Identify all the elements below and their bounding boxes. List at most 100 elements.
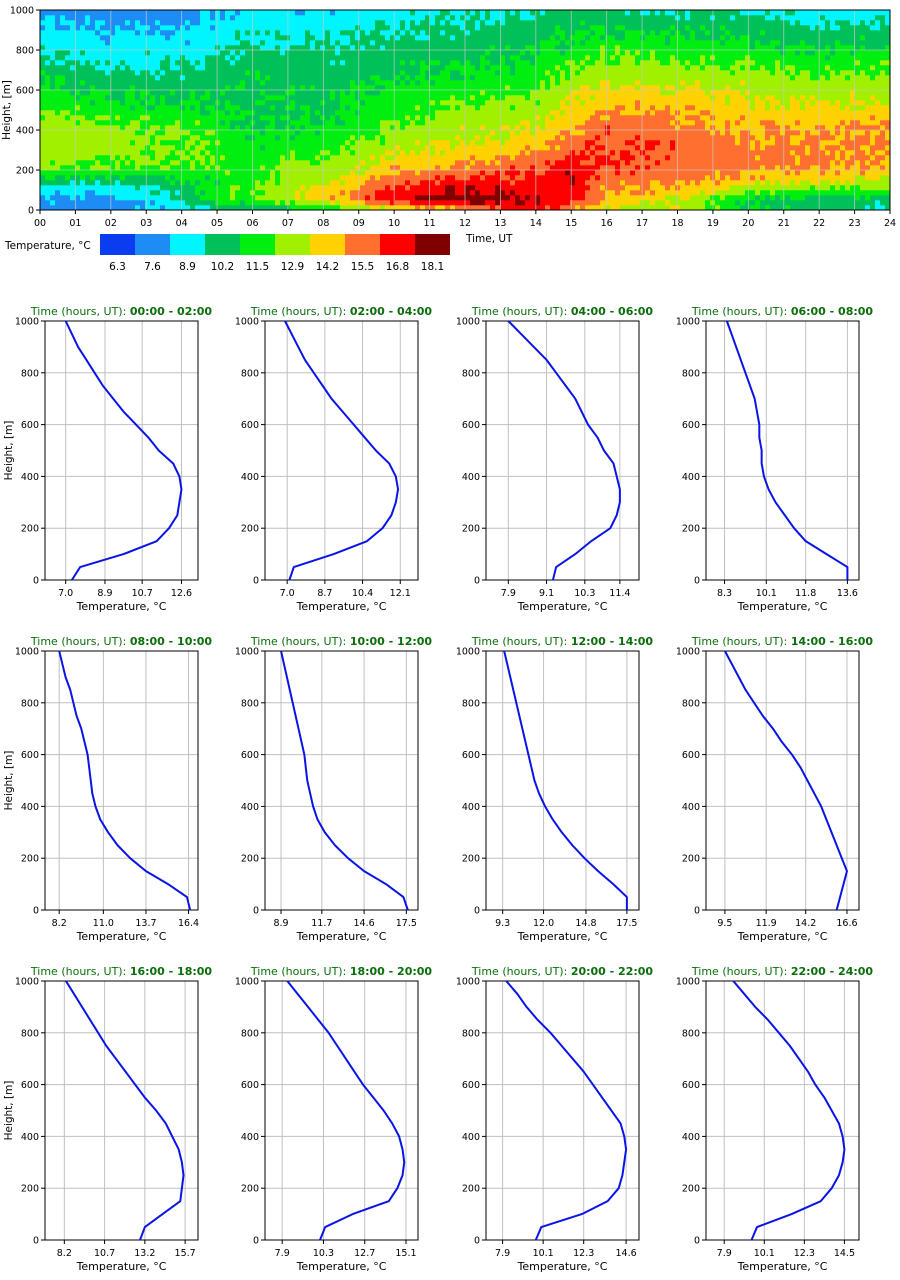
heatmap-cell	[185, 55, 206, 61]
heatmap-cell	[550, 70, 561, 76]
heatmap-cell	[425, 75, 431, 81]
heatmap-cell	[800, 40, 806, 46]
heatmap-cell	[680, 60, 686, 66]
heatmap-cell	[605, 195, 666, 201]
heatmap-cell	[795, 155, 801, 161]
heatmap-cell	[80, 60, 86, 66]
heatmap-cell	[640, 145, 646, 151]
heatmap-cell	[440, 175, 446, 181]
heatmap-cell	[180, 125, 231, 131]
profile-x-tick-label: 8.2	[57, 1248, 72, 1259]
heatmap-cell	[395, 150, 401, 156]
heatmap-cell	[310, 85, 316, 91]
heatmap-cell	[785, 165, 791, 171]
heatmap-cell	[205, 55, 226, 61]
profile-x-tick-label: 8.7	[317, 588, 332, 599]
heatmap-cell	[860, 195, 866, 201]
heatmap-cell	[130, 20, 136, 26]
heatmap-cell	[370, 155, 376, 161]
heatmap-cell	[560, 100, 566, 106]
heatmap-cell	[835, 155, 841, 161]
heatmap-cell	[800, 130, 806, 136]
heatmap-cell	[485, 140, 501, 146]
heatmap-cell	[135, 160, 161, 166]
heatmap-cell	[750, 105, 756, 111]
heatmap-cell	[400, 35, 416, 41]
heatmap-cell	[125, 95, 136, 101]
heatmap-cell	[505, 20, 581, 26]
heatmap-cell	[125, 90, 136, 96]
heatmap-cell	[380, 160, 456, 166]
heatmap-cell	[160, 70, 166, 76]
heatmap-cell	[360, 160, 366, 166]
heatmap-cell	[655, 145, 671, 151]
heatmap-cell	[455, 185, 466, 191]
profile-x-tick-label: 17.5	[396, 918, 417, 929]
heatmap-cell	[665, 85, 676, 91]
profile-x-axis-label: Temperature, °C	[296, 1260, 387, 1273]
heatmap-cell	[50, 75, 56, 81]
heatmap-cell	[380, 45, 386, 51]
heatmap-cell	[405, 75, 411, 81]
heatmap-cell	[675, 55, 701, 61]
heatmap-cell	[715, 55, 746, 61]
heatmap-cell	[800, 120, 841, 126]
heatmap-cell	[555, 135, 561, 141]
heatmap-cell	[430, 115, 436, 121]
heatmap-cell	[785, 205, 791, 211]
heatmap-cell	[340, 115, 406, 121]
heatmap-cell	[770, 180, 776, 186]
heatmap-cell	[800, 140, 821, 146]
heatmap-cell	[825, 65, 831, 71]
heatmap-cell	[520, 55, 536, 61]
heatmap-cell	[340, 190, 346, 196]
heatmap-cell	[150, 145, 176, 151]
heatmap-cell	[740, 170, 786, 176]
heatmap-cell	[800, 160, 831, 166]
profile-x-tick-label: 9.3	[495, 918, 510, 929]
profile-x-tick-label: 17.5	[616, 918, 637, 929]
heatmap-cell	[230, 15, 236, 21]
heatmap-cell	[530, 95, 566, 101]
heatmap-cell	[805, 95, 811, 101]
heatmap-cell	[210, 90, 221, 96]
heatmap-cell	[525, 195, 531, 201]
heatmap-cell	[510, 175, 516, 181]
profile-x-axis-label: Temperature, °C	[296, 600, 387, 613]
heatmap-cell	[50, 200, 56, 206]
heatmap-cell	[685, 15, 691, 21]
heatmap-cell	[430, 20, 436, 26]
heatmap-cell	[75, 95, 81, 101]
heatmap-cell	[405, 60, 411, 66]
heatmap-cell	[540, 200, 571, 206]
heatmap-cell	[360, 90, 366, 96]
heatmap-cell	[110, 115, 116, 121]
heatmap-cell	[50, 60, 56, 66]
heatmap-cell	[775, 120, 796, 126]
profile-frame	[705, 980, 860, 1241]
heatmap-cell	[205, 165, 211, 171]
heatmap-cell	[820, 140, 841, 146]
heatmap-x-tick-label: 20	[742, 218, 754, 229]
heatmap-cell	[565, 135, 596, 141]
heatmap-cell	[170, 165, 191, 171]
heatmap-cell	[40, 60, 46, 66]
heatmap-cell	[845, 180, 851, 186]
heatmap-cell	[490, 15, 506, 21]
heatmap-cell	[480, 125, 486, 131]
heatmap-cell	[190, 95, 196, 101]
heatmap-cell	[145, 145, 151, 151]
heatmap-cell	[320, 130, 381, 136]
heatmap-cell	[150, 115, 246, 121]
heatmap-cell	[385, 150, 396, 156]
heatmap-cell	[575, 125, 606, 131]
heatmap-cell	[730, 15, 736, 21]
heatmap-cell	[155, 105, 181, 111]
profile-y-tick-label: 400	[682, 472, 700, 483]
heatmap-cell	[380, 205, 386, 211]
heatmap-cell	[450, 15, 456, 21]
heatmap-cell	[190, 90, 196, 96]
heatmap-cell	[425, 145, 431, 151]
heatmap-cell	[510, 45, 526, 51]
heatmap-cell	[350, 195, 366, 201]
